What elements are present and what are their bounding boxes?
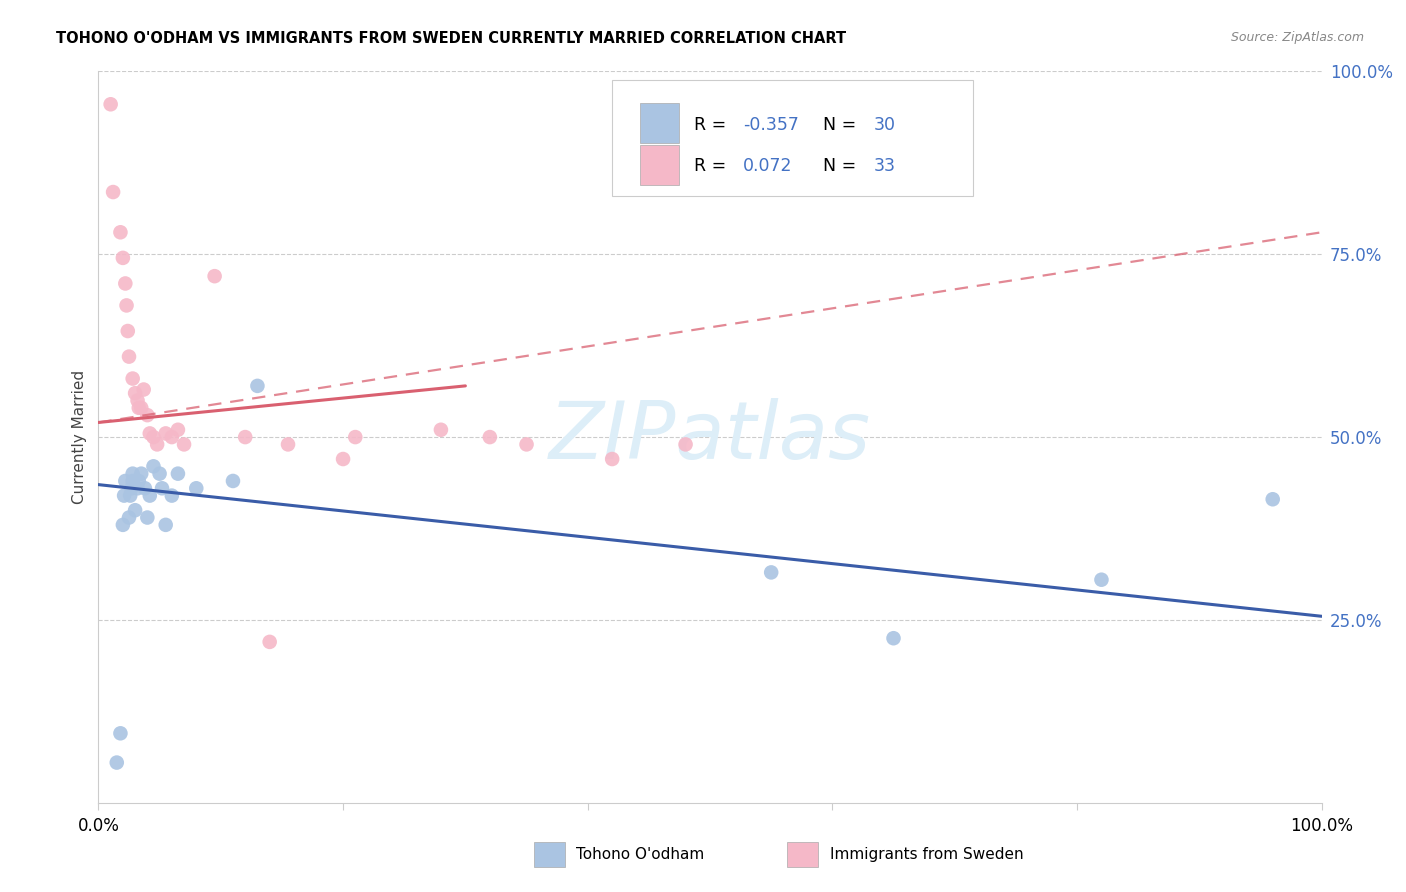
Text: N =: N = xyxy=(823,158,862,176)
Text: ZIPatlas: ZIPatlas xyxy=(548,398,872,476)
Text: TOHONO O'ODHAM VS IMMIGRANTS FROM SWEDEN CURRENTLY MARRIED CORRELATION CHART: TOHONO O'ODHAM VS IMMIGRANTS FROM SWEDEN… xyxy=(56,31,846,46)
Point xyxy=(233,430,256,444)
Point xyxy=(129,401,152,415)
Text: 0.072: 0.072 xyxy=(742,158,793,176)
Point xyxy=(883,632,905,646)
Point xyxy=(142,459,165,474)
Point xyxy=(167,423,190,437)
Point xyxy=(132,383,155,397)
Point xyxy=(128,474,150,488)
Point xyxy=(111,251,134,265)
Point xyxy=(139,426,162,441)
Text: N =: N = xyxy=(823,116,862,134)
Point xyxy=(121,371,143,385)
Text: Immigrants from Sweden: Immigrants from Sweden xyxy=(830,847,1024,862)
Point xyxy=(173,437,195,451)
Text: -0.357: -0.357 xyxy=(742,116,799,134)
Text: Source: ZipAtlas.com: Source: ZipAtlas.com xyxy=(1230,31,1364,45)
Point xyxy=(121,467,143,481)
Point xyxy=(121,474,143,488)
Point xyxy=(127,481,149,495)
Point xyxy=(142,430,165,444)
FancyBboxPatch shape xyxy=(640,145,679,185)
Point xyxy=(114,277,136,291)
Point xyxy=(246,379,269,393)
Text: R =: R = xyxy=(695,116,733,134)
Text: R =: R = xyxy=(695,158,737,176)
Point xyxy=(160,430,183,444)
Point xyxy=(120,481,142,495)
Point xyxy=(332,452,354,467)
Point xyxy=(1090,573,1112,587)
Text: Tohono O'odham: Tohono O'odham xyxy=(576,847,704,862)
Point xyxy=(1261,492,1284,507)
Point xyxy=(128,401,150,415)
Point xyxy=(761,566,783,580)
Point xyxy=(124,386,146,401)
Point xyxy=(186,481,208,495)
Point xyxy=(101,185,124,199)
Point xyxy=(115,298,138,312)
Point xyxy=(150,481,173,495)
Point xyxy=(136,408,159,422)
Point xyxy=(134,481,156,495)
Point xyxy=(160,489,183,503)
Point xyxy=(110,225,132,239)
Point xyxy=(105,756,128,770)
FancyBboxPatch shape xyxy=(612,80,973,195)
Point xyxy=(222,474,245,488)
Point xyxy=(478,430,501,444)
Point xyxy=(277,437,299,451)
Point xyxy=(139,489,162,503)
Point xyxy=(120,489,142,503)
Text: 30: 30 xyxy=(875,116,896,134)
Point xyxy=(430,423,453,437)
Point xyxy=(118,510,141,524)
Point xyxy=(129,467,152,481)
Point xyxy=(112,489,135,503)
Y-axis label: Currently Married: Currently Married xyxy=(72,370,87,504)
Point xyxy=(155,426,177,441)
Point xyxy=(110,726,132,740)
Point xyxy=(114,474,136,488)
Point xyxy=(515,437,537,451)
Point xyxy=(259,635,281,649)
Point xyxy=(167,467,190,481)
Point xyxy=(204,269,226,284)
Point xyxy=(600,452,623,467)
Point xyxy=(111,517,134,532)
Point xyxy=(136,510,159,524)
Point xyxy=(118,350,141,364)
Point xyxy=(117,324,139,338)
Point xyxy=(146,437,169,451)
Text: 33: 33 xyxy=(875,158,896,176)
Point xyxy=(675,437,697,451)
Point xyxy=(344,430,367,444)
Point xyxy=(127,393,149,408)
Point xyxy=(100,97,122,112)
Point xyxy=(124,503,146,517)
FancyBboxPatch shape xyxy=(640,103,679,143)
Point xyxy=(155,517,177,532)
Point xyxy=(149,467,172,481)
